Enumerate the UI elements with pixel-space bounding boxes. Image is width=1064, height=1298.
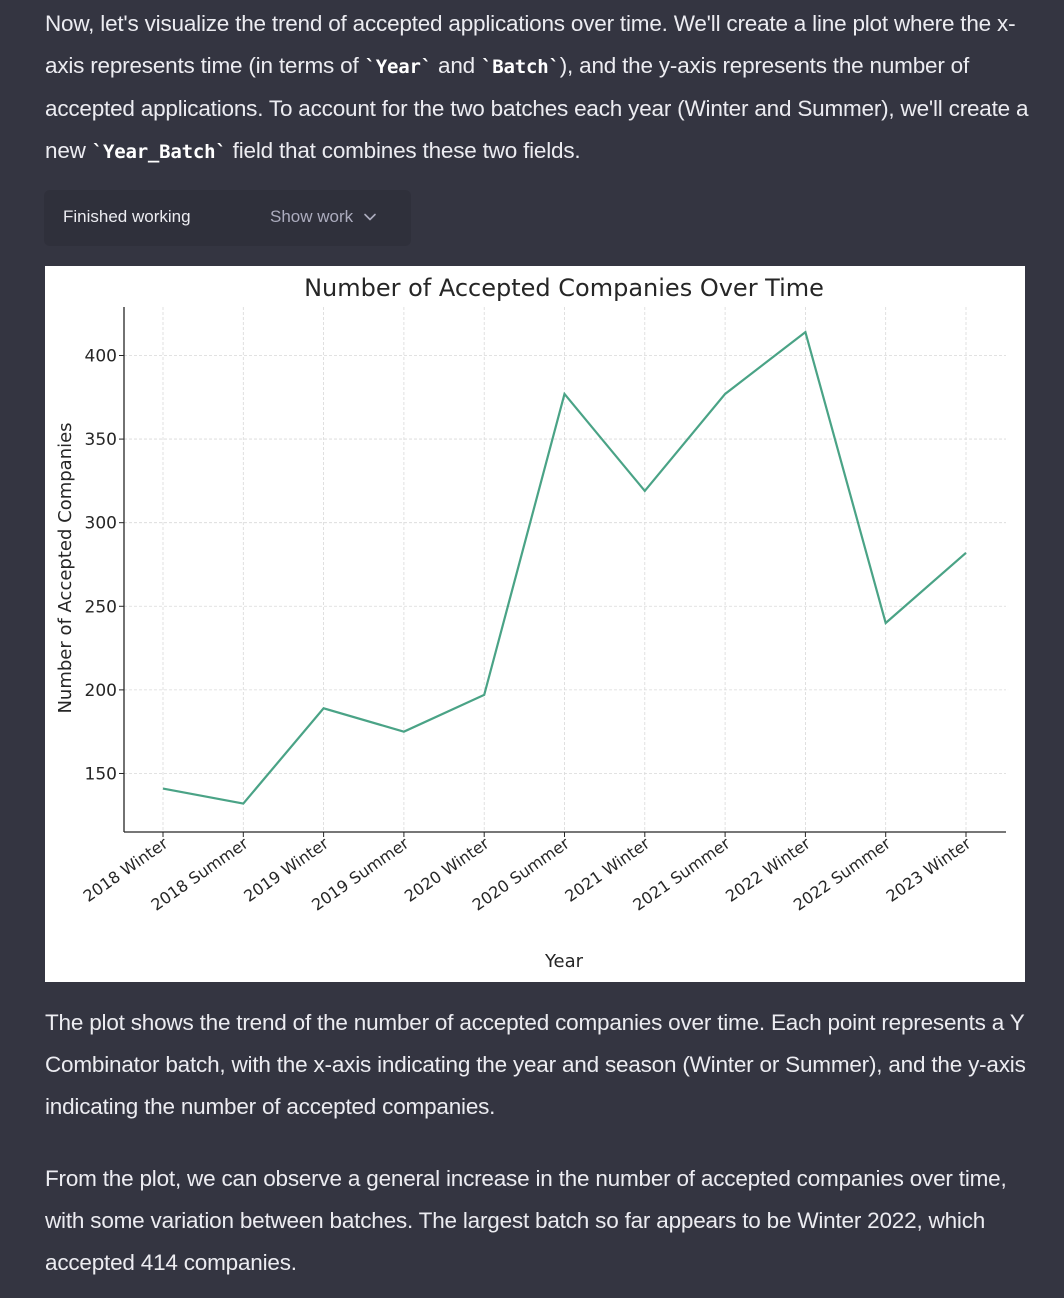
y-axis-label: Number of Accepted Companies xyxy=(55,422,76,713)
intro-text-3: ), and the y-axis represents the number … xyxy=(45,53,1029,163)
y-tick-label: 250 xyxy=(85,597,117,617)
batch-code: `Batch` xyxy=(481,56,560,78)
year-batch-code: `Year_Batch` xyxy=(91,141,227,163)
work-status-panel: Finished working Show work xyxy=(44,190,411,246)
y-tick-label: 350 xyxy=(85,430,117,450)
intro-paragraph: Now, let's visualize the trend of accept… xyxy=(45,3,1035,173)
year-code: `Year` xyxy=(364,56,433,78)
chevron-down-icon xyxy=(364,213,376,221)
summary-paragraph-2: From the plot, we can observe a general … xyxy=(45,1166,1007,1275)
work-status-label: Finished working xyxy=(63,207,191,226)
show-work-label: Show work xyxy=(270,207,354,226)
y-tick-label: 300 xyxy=(85,514,117,534)
intro-text-4: field that combines these two fields. xyxy=(226,138,581,163)
show-work-button[interactable]: Show work xyxy=(270,207,377,227)
y-tick-label: 200 xyxy=(85,681,117,701)
chart-container: Number of Accepted Companies Over Time 1… xyxy=(45,266,1025,982)
x-tick-label: 2023 Winter xyxy=(883,833,975,905)
chart-title: Number of Accepted Companies Over Time xyxy=(304,274,824,302)
y-tick-label: 150 xyxy=(85,764,117,784)
summary-paragraph-1: The plot shows the trend of the number o… xyxy=(45,1010,1026,1119)
line-chart: Number of Accepted Companies Over Time 1… xyxy=(55,274,1006,972)
intro-text-1: Now, let's visualize the trend of accept… xyxy=(45,11,1016,78)
y-tick-label: 400 xyxy=(85,346,117,366)
x-axis-label: Year xyxy=(544,951,584,972)
intro-text-2: and xyxy=(432,53,482,78)
